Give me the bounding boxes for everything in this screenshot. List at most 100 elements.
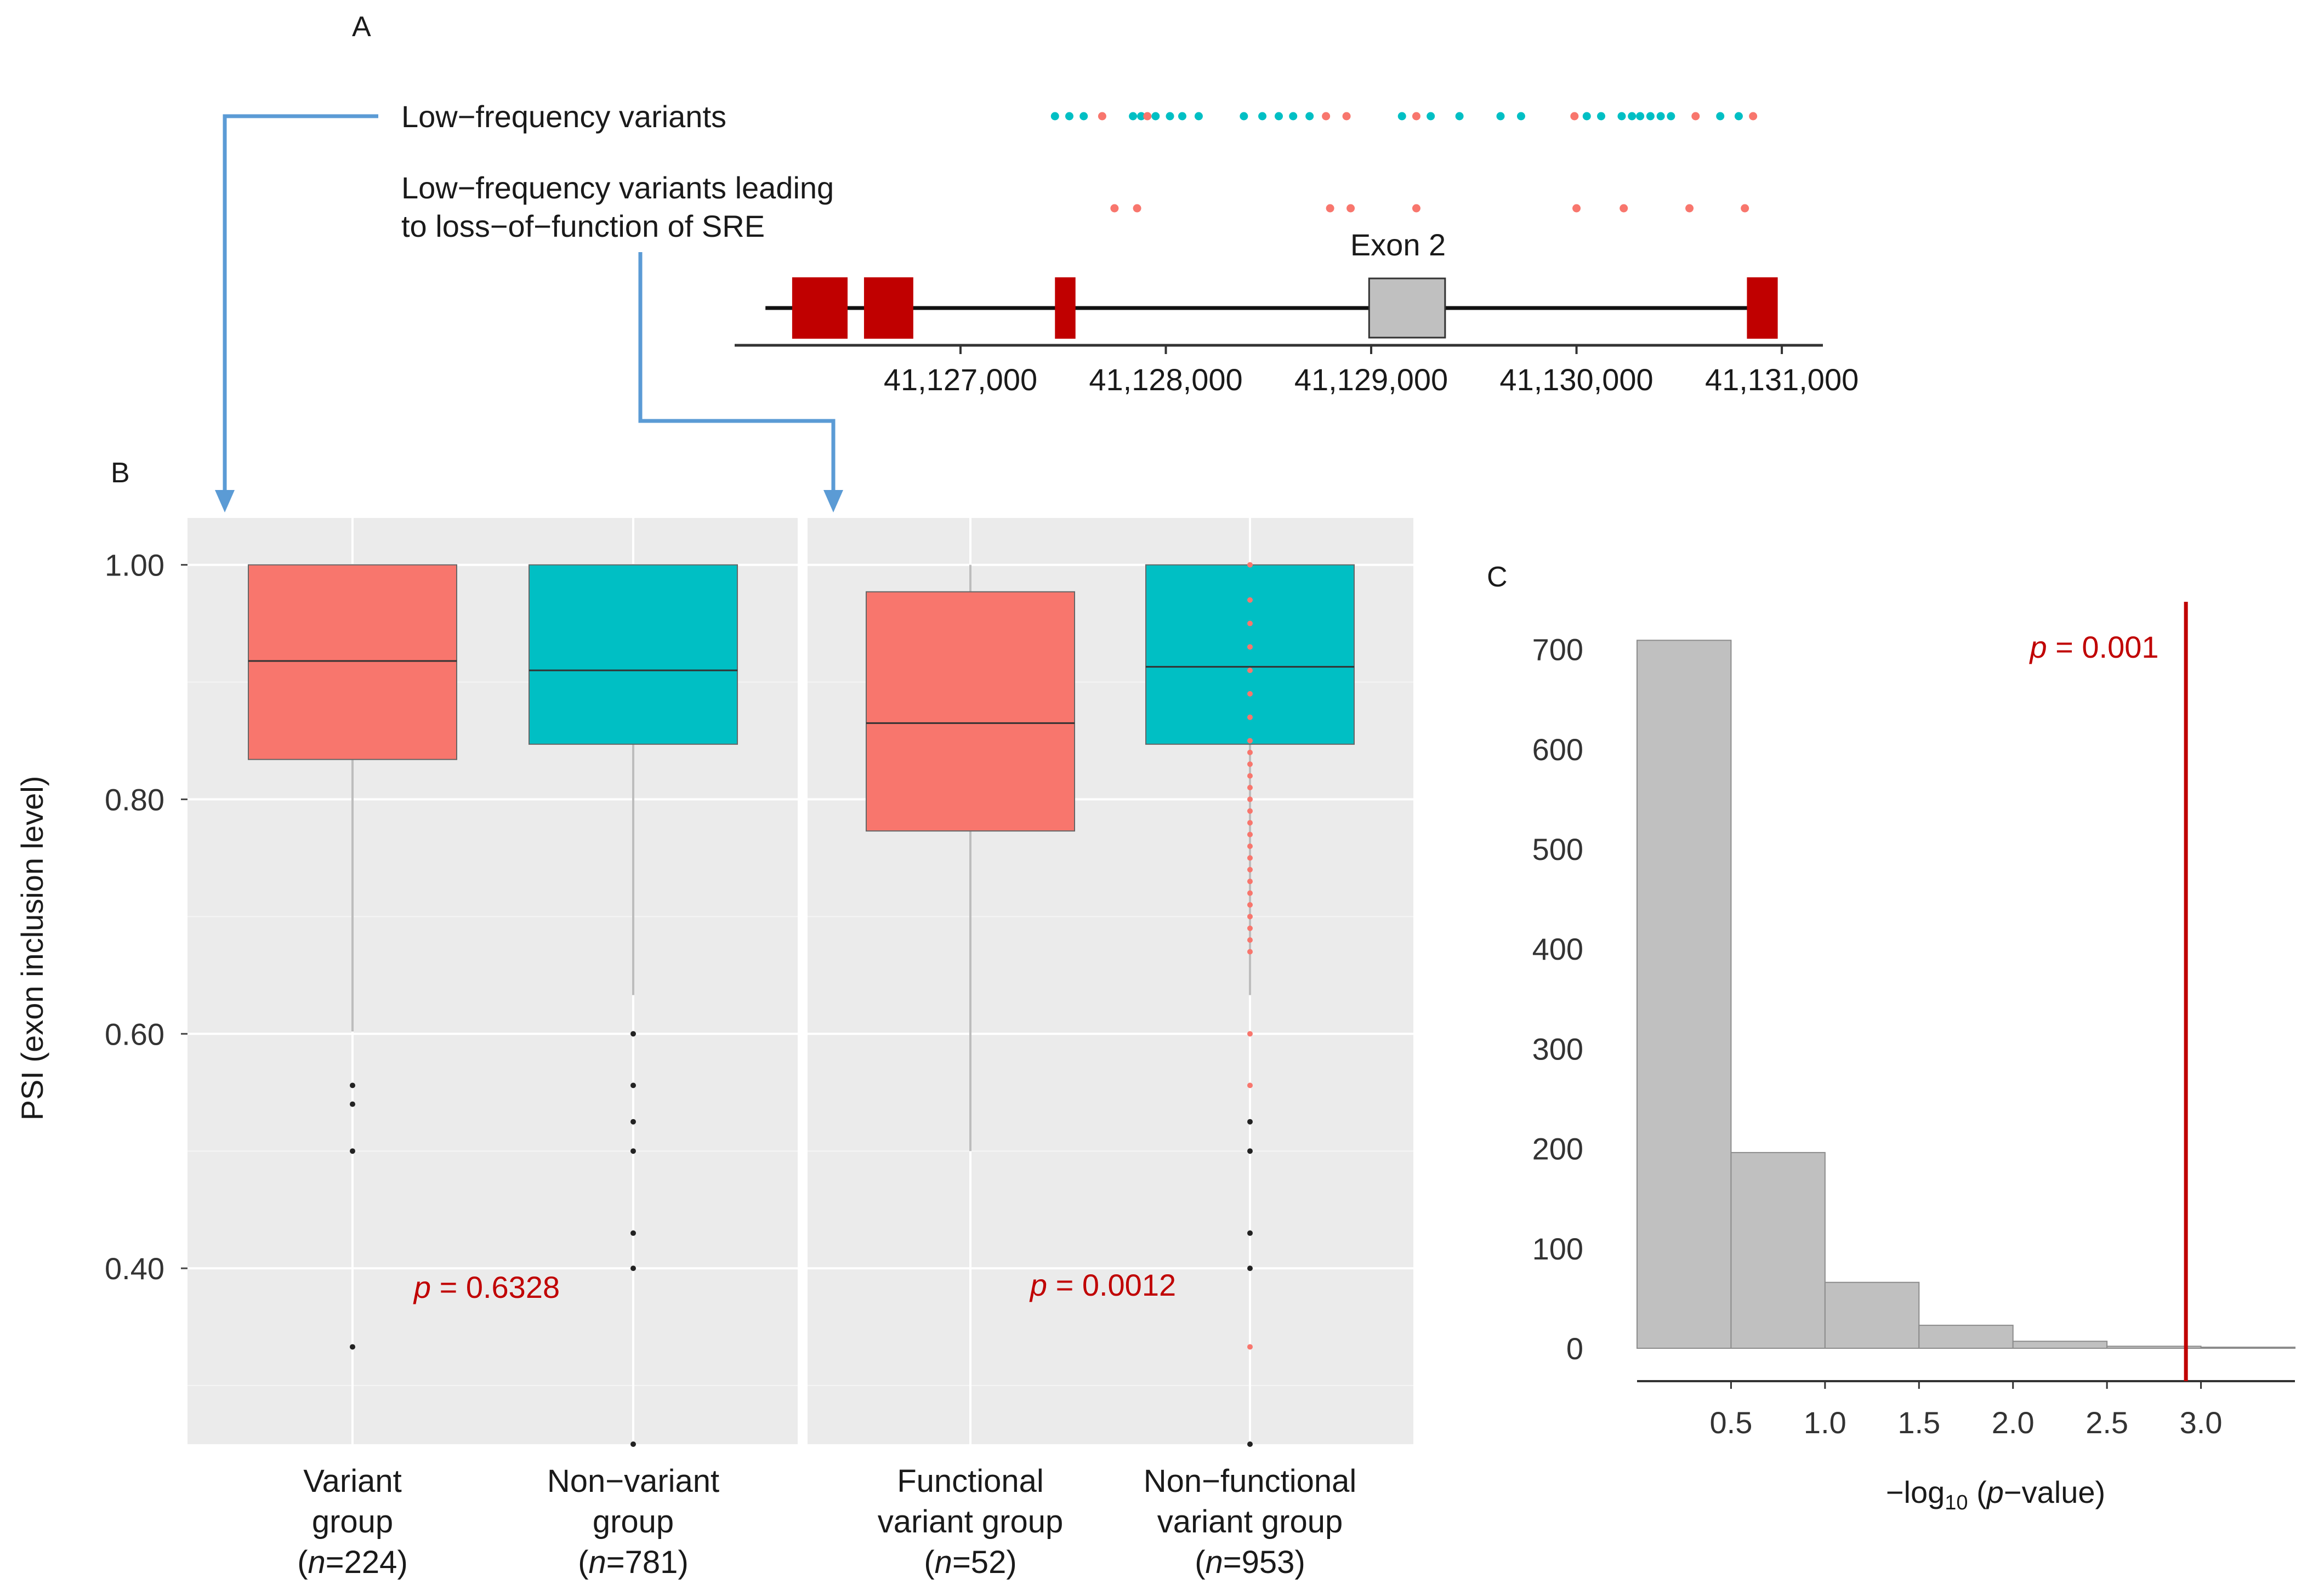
panel-label-c: C <box>1487 561 1508 593</box>
p-value-right: p = 0.0012 <box>1029 1268 1176 1302</box>
histogram-bar-2 <box>1824 1281 1920 1349</box>
variant-dot-2 <box>1079 112 1088 121</box>
genome-tick-label-0: 41,127,000 <box>884 362 1037 397</box>
box-variant-box <box>248 564 457 760</box>
variant-dot-22 <box>1496 112 1505 121</box>
p-symbol-left: p <box>413 1270 431 1304</box>
lof-variant-dot-4 <box>1412 204 1420 213</box>
lof-variant-dot-3 <box>1346 204 1355 213</box>
box-non-variant-outlier-5 <box>630 1266 636 1272</box>
group-functional-line2: variant group <box>878 1504 1064 1540</box>
variant-dot-35 <box>1734 112 1743 121</box>
box-non-functional-functional-point-22 <box>1247 914 1253 920</box>
box-non-functional-functional-point-6 <box>1247 714 1253 720</box>
x-axis-label-open: ( <box>1968 1475 1987 1509</box>
variant-dot-3 <box>1098 112 1106 121</box>
lof-variant-dot-8 <box>1741 204 1749 213</box>
arrow-low-frequency <box>223 114 378 493</box>
variant-dot-4 <box>1129 112 1138 121</box>
group-non-variant-n-value: =781 <box>606 1544 678 1580</box>
histogram-y-tick-label-7: 0 <box>1566 1331 1583 1366</box>
exon-2-label: Exon 2 <box>1350 227 1446 262</box>
histogram-x-tick-label-1: 1.0 <box>1804 1405 1846 1440</box>
group-non-functional-line2: variant group <box>1157 1504 1343 1540</box>
genome-tick-label-3: 41,130,000 <box>1499 362 1653 397</box>
group-label-non-variant: Non−variant group (n=781) <box>547 1463 719 1580</box>
box-non-variant-outlier-3 <box>630 1148 636 1154</box>
group-variant-line1: Variant <box>303 1463 401 1499</box>
box-non-variant-outlier-4 <box>630 1230 636 1236</box>
variant-dot-7 <box>1151 112 1160 121</box>
box-non-functional-functional-point-9 <box>1247 761 1253 767</box>
box-non-functional-outlier-2 <box>1247 1230 1253 1236</box>
variant-dot-6 <box>1143 112 1152 121</box>
histogram-y-tick-label-5: 200 <box>1532 1132 1583 1166</box>
threshold-label: p = 0.001 <box>2028 630 2158 664</box>
box-non-functional-functional-point-5 <box>1247 691 1253 697</box>
variant-dot-1 <box>1065 112 1073 121</box>
histogram-y-tick-label-6: 100 <box>1532 1232 1583 1266</box>
box-non-functional-functional-point-26 <box>1247 1031 1253 1037</box>
group-functional-n-symbol: n <box>935 1544 952 1580</box>
variant-dot-9 <box>1178 112 1186 121</box>
variant-dot-13 <box>1275 112 1283 121</box>
arrow-lof <box>638 252 836 493</box>
box-non-functional-functional-point-17 <box>1247 855 1253 861</box>
variant-dot-29 <box>1636 112 1645 121</box>
box-non-functional-functional-point-27 <box>1247 1082 1253 1088</box>
lof-variant-dot-1 <box>1133 204 1141 213</box>
variant-dot-5 <box>1137 112 1146 121</box>
exon-box-4 <box>1747 277 1778 339</box>
box-non-functional-functional-point-25 <box>1247 949 1253 955</box>
variant-dot-30 <box>1646 112 1655 121</box>
group-functional-line1: Functional <box>897 1463 1044 1499</box>
histogram-x-tick-label-4: 2.5 <box>2086 1405 2128 1440</box>
box-non-functional-functional-point-28 <box>1247 1344 1253 1350</box>
connector-arrows <box>215 114 843 512</box>
box-non-functional-outlier-4 <box>1247 1441 1253 1447</box>
variant-dot-8 <box>1166 112 1174 121</box>
variant-dot-32 <box>1667 112 1675 121</box>
box-non-functional-functional-point-11 <box>1247 785 1253 791</box>
y-tick-label-0: 1.00 <box>105 548 164 583</box>
variant-dot-16 <box>1322 112 1331 121</box>
histogram-bar-1 <box>1730 1152 1826 1349</box>
box-non-functional-functional-point-16 <box>1247 843 1253 849</box>
x-axis-label-subscript: 10 <box>1945 1491 1968 1514</box>
histogram-x-tick-label-5: 3.0 <box>2180 1405 2223 1440</box>
box-non-functional-functional-point-4 <box>1247 668 1253 674</box>
histogram-y-tick-label-3: 400 <box>1532 932 1583 966</box>
genome-tick-label-2: 41,129,000 <box>1294 362 1448 397</box>
histogram-bar-6 <box>2200 1347 2296 1349</box>
histogram-bar-3 <box>1918 1325 2014 1349</box>
exon-2-box <box>1368 277 1446 339</box>
x-axis-label-prefix: −log <box>1886 1475 1945 1509</box>
p-value-left-number: = 0.6328 <box>431 1270 560 1304</box>
box-non-functional-functional-point-10 <box>1247 773 1253 779</box>
y-tick-label-1: 0.80 <box>105 782 164 817</box>
histogram-y-tick-label-0: 700 <box>1532 632 1583 667</box>
panel-b-boxplots: PSI (exon inclusion level) 1.00 0.80 0.60 0… <box>15 518 1413 1580</box>
lof-variant-dot-6 <box>1620 204 1628 213</box>
variant-dot-24 <box>1570 112 1579 121</box>
exon-box-2 <box>1055 277 1076 339</box>
variant-dot-26 <box>1597 112 1606 121</box>
group-non-variant-n-symbol: n <box>589 1544 606 1580</box>
variant-dot-15 <box>1305 112 1314 121</box>
variant-dot-18 <box>1397 112 1406 121</box>
lof-variant-dot-5 <box>1572 204 1581 213</box>
histogram-x-tick-label-2: 1.5 <box>1897 1405 1940 1440</box>
genome-tick-label-1: 41,128,000 <box>1089 362 1242 397</box>
threshold-p-value: = 0.001 <box>2047 630 2159 664</box>
variant-dot-20 <box>1427 112 1435 121</box>
box-non-variant-outlier-0 <box>630 1031 636 1037</box>
box-non-functional-functional-point-1 <box>1247 597 1253 603</box>
group-variant-line2: group <box>312 1504 393 1540</box>
box-non-variant-outlier-2 <box>630 1119 636 1125</box>
variant-dot-11 <box>1240 112 1248 121</box>
box-non-functional-functional-point-13 <box>1247 808 1253 814</box>
legend-low-frequency: Low−frequency variants <box>401 99 726 134</box>
group-functional-n-value: =52 <box>952 1544 1006 1580</box>
box-non-functional-functional-point-0 <box>1247 562 1253 568</box>
